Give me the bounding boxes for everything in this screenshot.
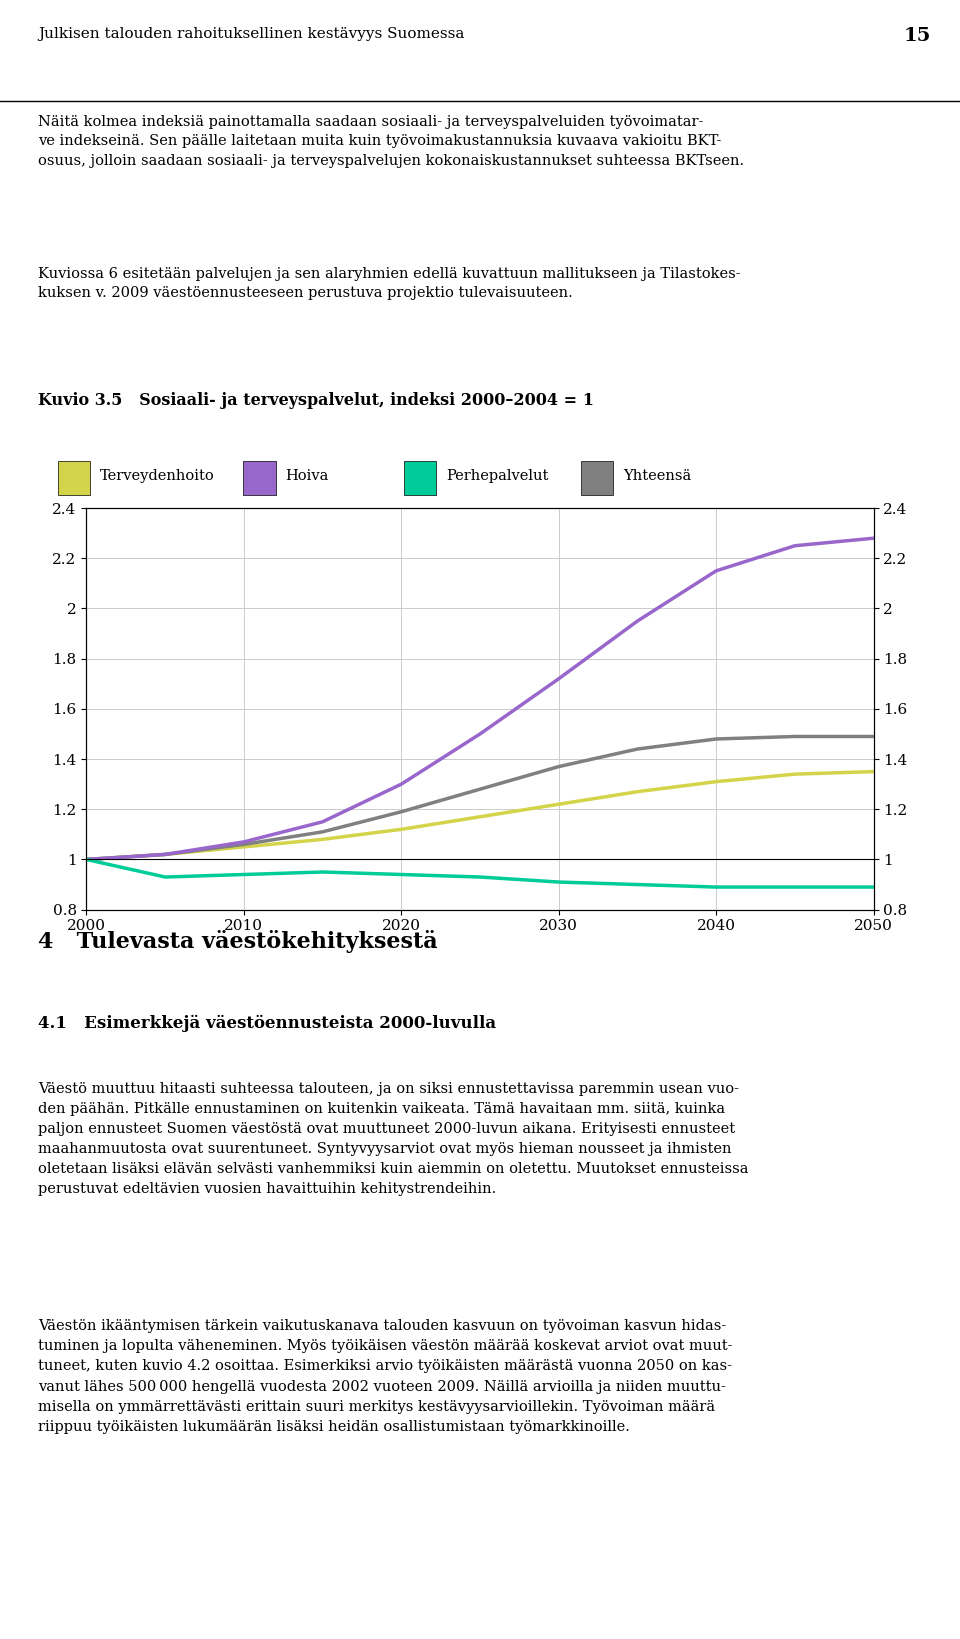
- FancyBboxPatch shape: [244, 461, 276, 495]
- FancyBboxPatch shape: [404, 461, 436, 495]
- Text: 15: 15: [903, 26, 931, 44]
- Text: Perhepalvelut: Perhepalvelut: [446, 469, 548, 484]
- Text: Kuviossa 6 esitetään palvelujen ja sen alaryhmien edellä kuvattuun mallitukseen : Kuviossa 6 esitetään palvelujen ja sen a…: [38, 267, 741, 300]
- FancyBboxPatch shape: [582, 461, 613, 495]
- Text: Näitä kolmea indeksiä painottamalla saadaan sosiaali- ja terveyspalveluiden työv: Näitä kolmea indeksiä painottamalla saad…: [38, 115, 745, 167]
- FancyBboxPatch shape: [58, 461, 89, 495]
- Text: Hoiva: Hoiva: [286, 469, 329, 484]
- Text: 4.1   Esimerkkejä väestöennusteista 2000-luvulla: 4.1 Esimerkkejä väestöennusteista 2000-l…: [38, 1015, 496, 1031]
- Text: Väestön ikääntymisen tärkein vaikutuskanava talouden kasvuun on työvoiman kasvun: Väestön ikääntymisen tärkein vaikutuskan…: [38, 1319, 732, 1434]
- Text: 4   Tulevasta väestökehityksestä: 4 Tulevasta väestökehityksestä: [38, 931, 438, 954]
- Text: Terveydenhoito: Terveydenhoito: [100, 469, 215, 484]
- Text: Yhteensä: Yhteensä: [624, 469, 692, 484]
- Text: Kuvio 3.5   Sosiaali- ja terveyspalvelut, indeksi 2000–2004 = 1: Kuvio 3.5 Sosiaali- ja terveyspalvelut, …: [38, 392, 594, 408]
- Text: Väestö muuttuu hitaasti suhteessa talouteen, ja on siksi ennustettavissa paremmi: Väestö muuttuu hitaasti suhteessa talout…: [38, 1082, 749, 1196]
- Text: Julkisen talouden rahoituksellinen kestävyys Suomessa: Julkisen talouden rahoituksellinen kestä…: [38, 26, 465, 41]
